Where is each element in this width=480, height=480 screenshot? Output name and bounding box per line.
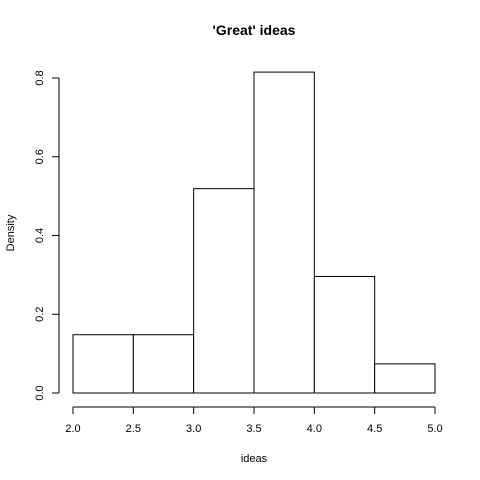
x-tick-label: 2.0 (65, 423, 80, 435)
x-axis-label: ideas (241, 453, 268, 465)
bars-group (72, 71, 436, 394)
y-tick-label: 0.4 (34, 228, 46, 243)
x-tick-label: 4.5 (367, 423, 382, 435)
histogram-bar (132, 334, 195, 394)
x-tick-label: 3.5 (246, 423, 261, 435)
y-tick-label: 0.8 (34, 70, 46, 85)
y-axis-label: Density (5, 214, 17, 251)
y-tick-label: 0.2 (34, 307, 46, 322)
x-tick-label: 5.0 (427, 423, 442, 435)
y-tick-label: 0.0 (34, 385, 46, 400)
histogram-bar (72, 334, 134, 394)
y-tick-label: 0.6 (34, 149, 46, 164)
x-tick-label: 2.5 (126, 423, 141, 435)
histogram-bar (193, 188, 255, 394)
x-axis: 2.0 2.5 3.0 3.5 4.0 4.5 5.0 (65, 406, 443, 435)
x-tick-label: 3.0 (186, 423, 201, 435)
histogram-bar (253, 71, 315, 394)
histogram-bar (313, 275, 376, 394)
y-axis: 0.0 0.2 0.4 0.6 0.8 (34, 70, 60, 401)
histogram-bar (374, 363, 436, 394)
x-tick-label: 4.0 (307, 423, 322, 435)
chart-title: 'Great' ideas (213, 22, 296, 38)
